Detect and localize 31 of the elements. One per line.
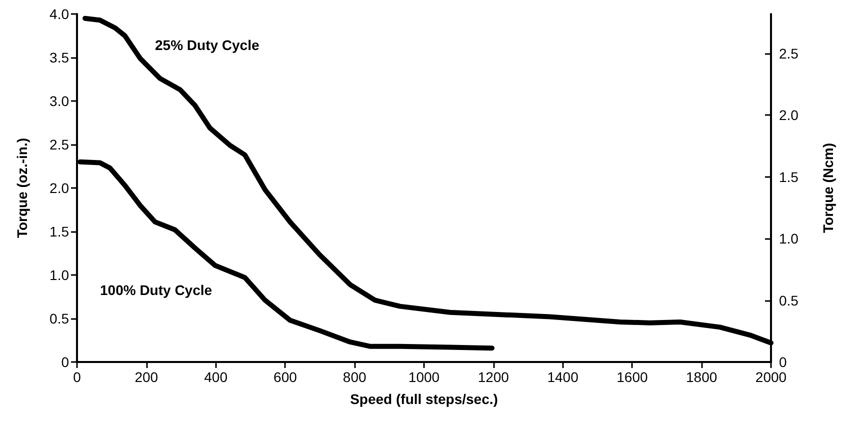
y2-tick-label: 1.0	[779, 230, 799, 247]
y2-tick-label: 1.5	[779, 168, 799, 185]
y-tick-label: 4.0	[50, 6, 70, 22]
x-tick-label: 2000	[755, 369, 787, 385]
x-tick-label: 600	[274, 369, 298, 385]
series-label: 25% Duty Cycle	[155, 37, 260, 53]
x-tick-label: 1800	[686, 369, 718, 385]
x-tick-label: 800	[342, 369, 366, 385]
series-label: 100% Duty Cycle	[100, 282, 212, 298]
x-tick-label: 1200	[478, 369, 510, 385]
y-tick-label: 1.0	[50, 267, 70, 283]
y-tick-label: 3.5	[50, 50, 70, 66]
x-tick-label: 1000	[408, 369, 440, 385]
y-tick-label: 0.5	[50, 310, 70, 326]
y2-tick-label: 2.0	[779, 107, 799, 124]
y-tick-label: 3.0	[50, 93, 70, 109]
y-tick-label: 1.5	[50, 224, 70, 240]
y-tick-label: 2.5	[50, 136, 70, 152]
y2-tick-label: 0	[779, 354, 787, 370]
x-tick-label: 200	[134, 369, 158, 385]
y2-axis-title: Torque (Ncm)	[820, 143, 836, 233]
y2-tick-label: 0.5	[779, 292, 799, 308]
x-tick-label: 1400	[547, 369, 579, 385]
x-tick-label: 400	[204, 369, 228, 385]
y-tick-label: 0	[61, 354, 70, 370]
x-tick-label: 1600	[616, 369, 648, 385]
x-tick-label: 0	[73, 369, 82, 385]
x-axis-title: Speed (full steps/sec.)	[350, 391, 498, 407]
y-axis-title: Torque (oz.-in.)	[14, 138, 30, 238]
y2-tick-label: 2.5	[779, 45, 799, 62]
y-tick-label: 2.0	[50, 180, 70, 196]
